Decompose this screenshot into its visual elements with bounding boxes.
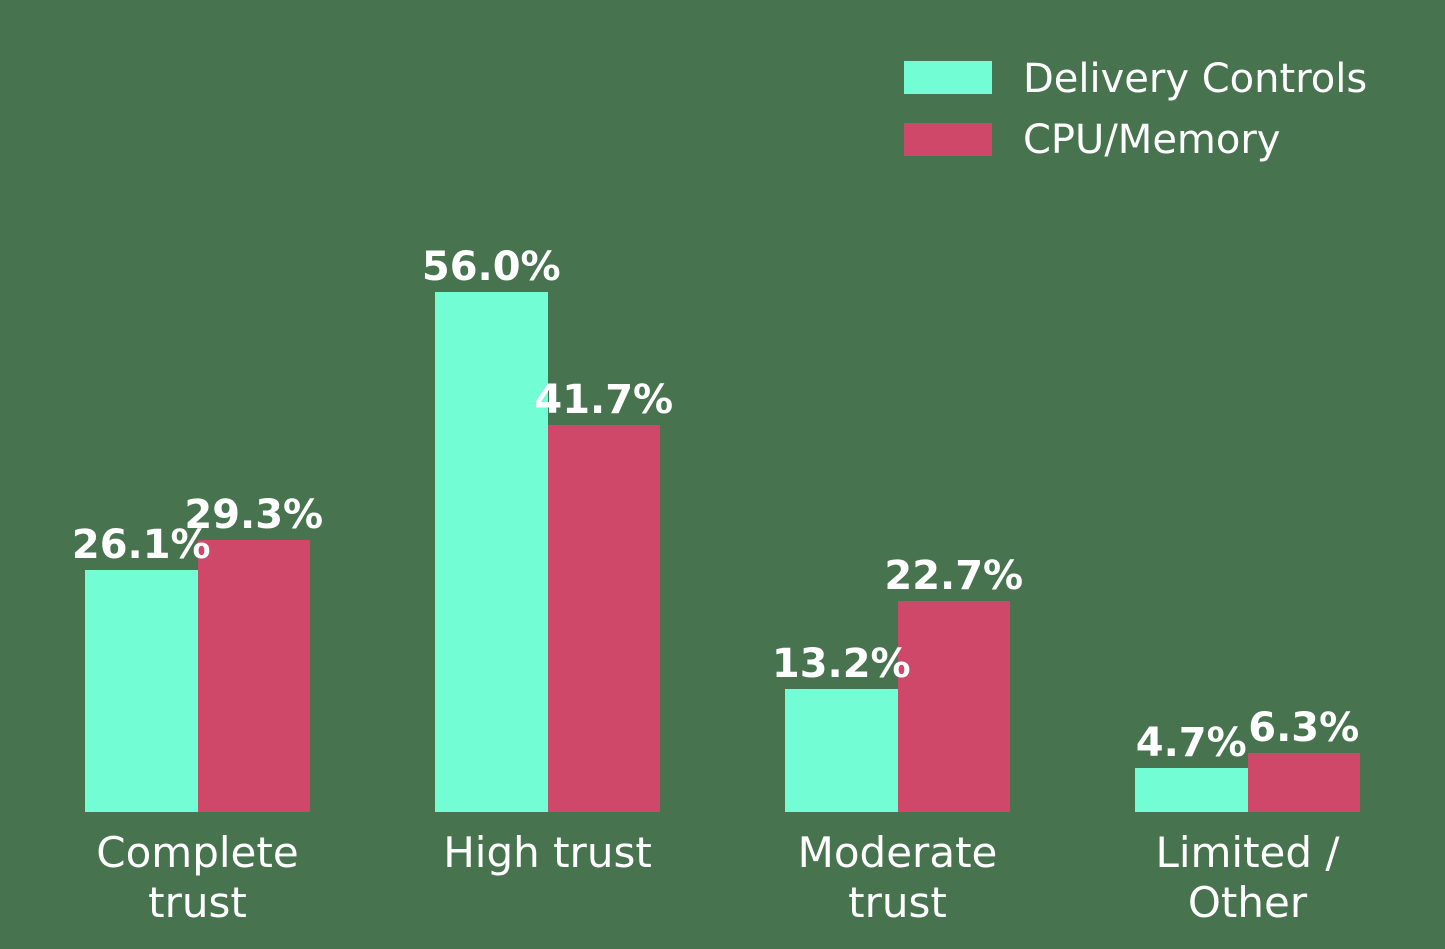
value-label: 29.3% xyxy=(184,491,324,538)
x-tick-label: High trust xyxy=(443,828,652,877)
value-label: 41.7% xyxy=(534,376,674,423)
bar-delivery-controls-2 xyxy=(785,689,898,812)
value-label: 4.7% xyxy=(1135,720,1247,767)
value-label: 22.7% xyxy=(884,553,1024,600)
bar-cpu-memory-1 xyxy=(547,424,660,812)
legend-label-cpu-memory: CPU/Memory xyxy=(1023,117,1281,163)
bar-cpu-memory-3 xyxy=(1247,753,1360,812)
value-label: 6.3% xyxy=(1248,705,1360,752)
x-tick-label: Complete trust xyxy=(96,828,299,927)
value-label: 56.0% xyxy=(421,243,561,290)
legend-swatch-delivery-controls xyxy=(904,61,992,94)
x-tick-label: Limited / Other xyxy=(1155,828,1340,927)
legend-swatch-cpu-memory xyxy=(904,123,992,156)
bar-delivery-controls-0 xyxy=(85,569,198,812)
value-label: 26.1% xyxy=(71,521,211,568)
value-label: 13.2% xyxy=(771,641,911,688)
bar-cpu-memory-2 xyxy=(897,601,1010,812)
legend-label-delivery-controls: Delivery Controls xyxy=(1023,56,1368,102)
bar-delivery-controls-3 xyxy=(1135,768,1248,812)
bar-cpu-memory-0 xyxy=(197,539,310,812)
x-tick-label: Moderate trust xyxy=(797,828,998,927)
bar-delivery-controls-1 xyxy=(435,291,548,812)
